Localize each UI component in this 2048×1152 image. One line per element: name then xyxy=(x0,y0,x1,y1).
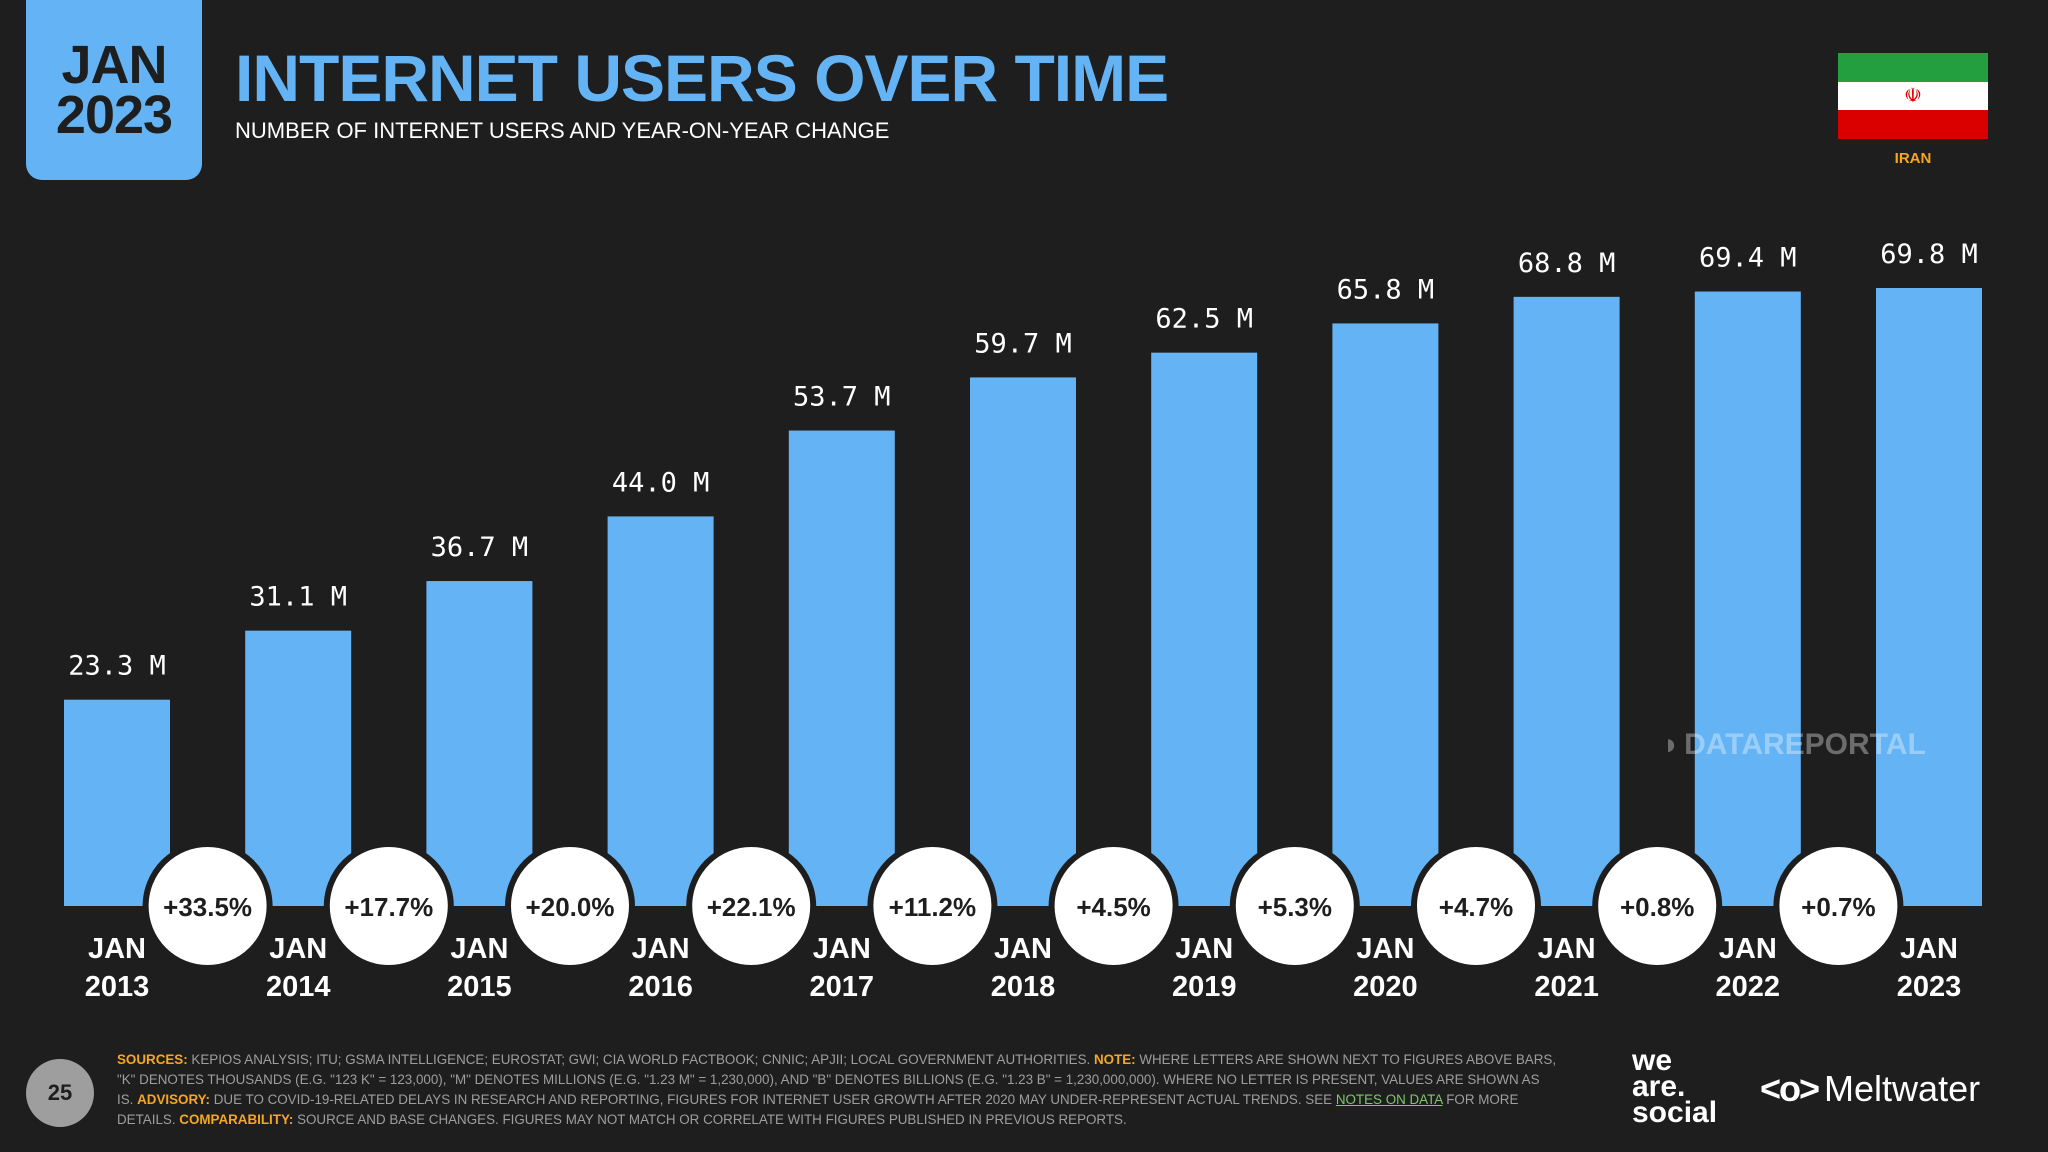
tick-label-month-10: JAN xyxy=(1900,933,1958,965)
date-badge: JAN 2023 xyxy=(26,0,202,180)
we-are-social-logo: we are. social xyxy=(1632,1044,1718,1129)
tick-label-month-4: JAN xyxy=(813,933,871,965)
bar-7 xyxy=(1332,323,1439,906)
value-label-9: 69.4 M xyxy=(1699,243,1797,274)
change-label-2: +20.0% xyxy=(526,892,615,922)
footnotes: SOURCES: KEPIOS ANALYSIS; ITU; GSMA INTE… xyxy=(117,1050,1557,1130)
tick-label-month-9: JAN xyxy=(1719,933,1777,965)
bar-1 xyxy=(245,630,352,906)
page-number: 25 xyxy=(26,1059,94,1127)
change-bubble-7 xyxy=(1411,841,1541,971)
meltwater-logo: <o> Meltwater xyxy=(1760,1068,1980,1110)
value-label-7: 65.8 M xyxy=(1337,274,1435,305)
bar-6 xyxy=(1151,352,1258,906)
meltwater-wordmark: Meltwater xyxy=(1824,1068,1981,1109)
advisory-tail: FOR MORE DETAILS. xyxy=(117,1092,1519,1127)
value-label-6: 62.5 M xyxy=(1155,304,1253,335)
tick-label-year-5: 2018 xyxy=(991,971,1056,1003)
value-label-3: 44.0 M xyxy=(612,467,710,498)
datareportal-watermark: ◗ DATAREPORTAL xyxy=(1662,728,1926,762)
date-month: JAN xyxy=(61,35,167,95)
tick-label-month-7: JAN xyxy=(1356,933,1414,965)
note-key: NOTE: xyxy=(1093,1052,1136,1067)
comparability-key: COMPARABILITY: xyxy=(179,1112,294,1127)
change-bubble-5 xyxy=(1048,841,1179,971)
advisory-key: ADVISORY: xyxy=(137,1092,211,1107)
change-label-3: +22.1% xyxy=(707,892,796,922)
bar-4 xyxy=(788,430,895,906)
flag-red-band xyxy=(1838,110,1988,140)
change-label-7: +4.7% xyxy=(1439,892,1513,922)
bar-3 xyxy=(607,516,714,906)
country-label: IRAN xyxy=(1894,150,1932,167)
flag-emblem-icon: ☫ xyxy=(1904,85,1922,107)
bar-10 xyxy=(1876,288,1982,906)
tick-label-year-0: 2013 xyxy=(85,971,150,1003)
tick-label-month-2: JAN xyxy=(450,933,508,965)
advisory-text: DUE TO COVID-19-RELATED DELAYS IN RESEAR… xyxy=(213,1092,1333,1107)
meltwater-icon: <o> xyxy=(1760,1068,1820,1109)
value-label-8: 68.8 M xyxy=(1518,248,1616,279)
logo-line-are: are. xyxy=(1632,1070,1686,1103)
tick-label-year-6: 2019 xyxy=(1172,971,1237,1003)
tick-label-year-1: 2014 xyxy=(266,971,331,1003)
tick-label-month-0: JAN xyxy=(88,933,146,965)
bar-9 xyxy=(1694,291,1801,907)
tick-label-year-7: 2020 xyxy=(1353,971,1418,1003)
bar-8 xyxy=(1513,296,1620,906)
change-bubble-9 xyxy=(1773,841,1904,971)
bar-5 xyxy=(970,377,1076,906)
sources-text: KEPIOS ANALYSIS; ITU; GSMA INTELLIGENCE;… xyxy=(191,1052,1091,1067)
change-bubble-3 xyxy=(686,841,817,971)
flag-green-band xyxy=(1838,53,1988,82)
change-label-9: +0.7% xyxy=(1801,892,1875,922)
bar-0 xyxy=(64,699,170,906)
value-label-4: 53.7 M xyxy=(793,382,891,413)
change-label-4: +11.2% xyxy=(889,892,976,922)
change-label-5: +4.5% xyxy=(1076,892,1150,922)
flag-white-band: ☫ xyxy=(1838,81,1988,111)
sources-key: SOURCES: xyxy=(117,1052,188,1067)
tick-label-year-10: 2023 xyxy=(1897,971,1962,1003)
watermark-text: DATAREPORTAL xyxy=(1684,728,1926,761)
date-year: 2023 xyxy=(55,85,173,145)
change-label-0: +33.5% xyxy=(163,892,252,922)
datareportal-icon: ◗ xyxy=(1662,728,1681,761)
tick-label-year-2: 2015 xyxy=(447,971,512,1003)
logo-line-social: social xyxy=(1632,1096,1718,1129)
tick-label-month-8: JAN xyxy=(1538,933,1596,965)
comparability-text: SOURCE AND BASE CHANGES. FIGURES MAY NOT… xyxy=(297,1112,1127,1127)
value-label-0: 23.3 M xyxy=(68,651,166,682)
change-bubble-1 xyxy=(323,841,454,971)
change-bubble-8 xyxy=(1592,841,1723,971)
change-bubble-6 xyxy=(1229,841,1360,971)
change-bubble-2 xyxy=(505,841,635,971)
iran-flag: ☫ xyxy=(1838,53,1988,140)
value-label-1: 31.1 M xyxy=(249,582,347,613)
tick-label-year-4: 2017 xyxy=(810,971,875,1003)
change-bubble-4 xyxy=(867,841,998,971)
logo-line-we: we xyxy=(1632,1044,1673,1077)
change-label-8: +0.8% xyxy=(1620,892,1694,922)
page-title: INTERNET USERS OVER TIME xyxy=(235,41,1169,115)
tick-label-month-5: JAN xyxy=(994,933,1052,965)
tick-label-year-8: 2021 xyxy=(1534,971,1599,1003)
page-subtitle: NUMBER OF INTERNET USERS AND YEAR-ON-YEA… xyxy=(235,118,890,143)
change-label-1: +17.7% xyxy=(344,892,433,922)
notes-on-data-link[interactable]: NOTES ON DATA xyxy=(1335,1092,1443,1107)
bar-2 xyxy=(426,581,533,906)
tick-label-year-3: 2016 xyxy=(628,971,693,1003)
value-label-5: 59.7 M xyxy=(974,328,1072,359)
tick-label-month-3: JAN xyxy=(632,933,690,965)
note-text: WHERE LETTERS ARE SHOWN NEXT TO FIGURES … xyxy=(117,1052,1557,1107)
value-label-10: 69.8 M xyxy=(1880,239,1978,270)
tick-label-year-9: 2022 xyxy=(1716,971,1781,1003)
value-label-2: 36.7 M xyxy=(431,532,529,563)
tick-label-month-6: JAN xyxy=(1175,933,1233,965)
change-bubble-0 xyxy=(142,841,273,971)
tick-label-month-1: JAN xyxy=(269,933,327,965)
change-label-6: +5.3% xyxy=(1258,892,1332,922)
